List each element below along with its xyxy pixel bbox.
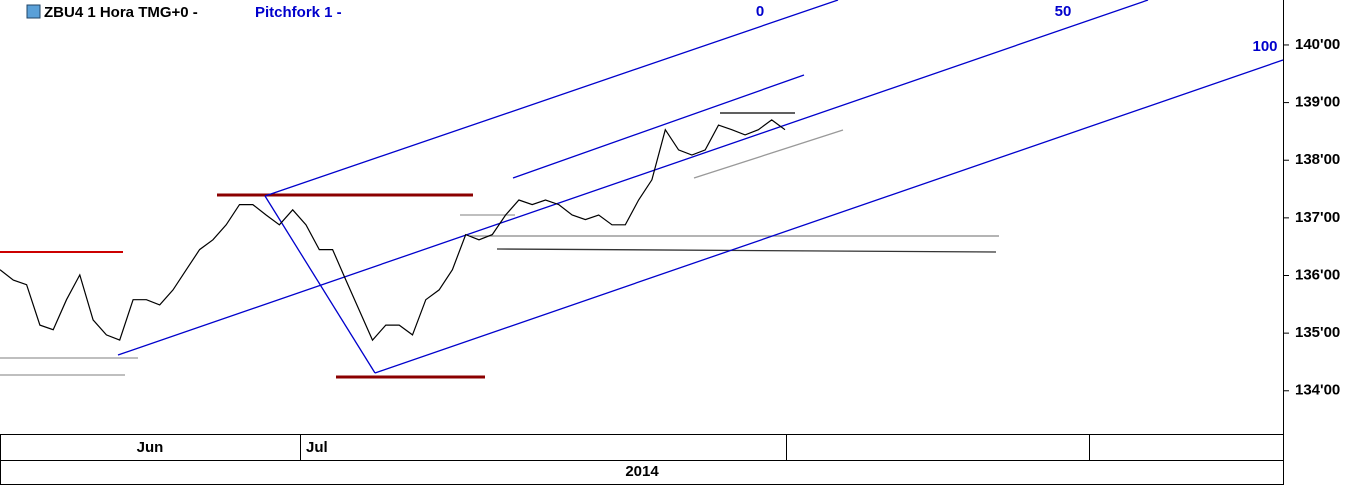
pitchfork-handle [264,195,376,374]
study-name[interactable]: Pitchfork 1 - [255,4,342,21]
price-line [0,119,786,342]
y-tick-label: 137'00 [1295,209,1340,226]
pitchfork-line [117,0,1149,356]
channel-line [512,74,805,179]
x-tick-label: Jul [306,439,328,456]
trendline [693,129,844,179]
y-tick-label: 136'00 [1295,266,1340,283]
pitchfork-line [264,0,839,197]
symbol-icon [26,4,41,19]
pitchfork-level: 0 [756,3,764,20]
y-tick-label: 138'00 [1295,151,1340,168]
pitchfork-level: 50 [1055,3,1072,20]
y-tick-label: 134'00 [1295,382,1340,399]
hline [496,248,997,253]
x-tick-label: Jun [137,439,164,456]
x-group-label: 2014 [625,463,659,480]
chart-title[interactable]: ZBU4 1 Hora TMG+0 - [44,4,198,21]
pitchfork-line [374,59,1284,374]
pitchfork-level: 100 [1252,38,1277,55]
y-tick-label: 140'00 [1295,36,1340,53]
y-tick-label: 135'00 [1295,324,1340,341]
y-tick-label: 139'00 [1295,94,1340,111]
